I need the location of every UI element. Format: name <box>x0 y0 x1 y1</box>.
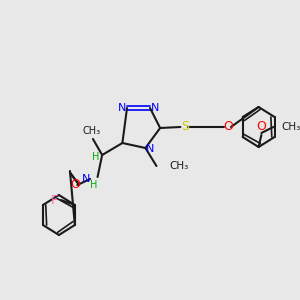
Text: CH₃: CH₃ <box>282 122 300 132</box>
Text: S: S <box>181 121 189 134</box>
Text: CH₃: CH₃ <box>82 126 100 136</box>
Text: N: N <box>118 103 127 113</box>
Text: CH₃: CH₃ <box>169 161 189 171</box>
Text: N: N <box>150 103 159 113</box>
Text: H: H <box>90 180 98 190</box>
Text: N: N <box>146 144 154 154</box>
Text: O: O <box>223 121 233 134</box>
Text: N: N <box>82 174 91 184</box>
Text: F: F <box>51 194 58 206</box>
Text: O: O <box>256 121 266 134</box>
Text: O: O <box>70 178 80 191</box>
Text: H: H <box>92 152 99 162</box>
